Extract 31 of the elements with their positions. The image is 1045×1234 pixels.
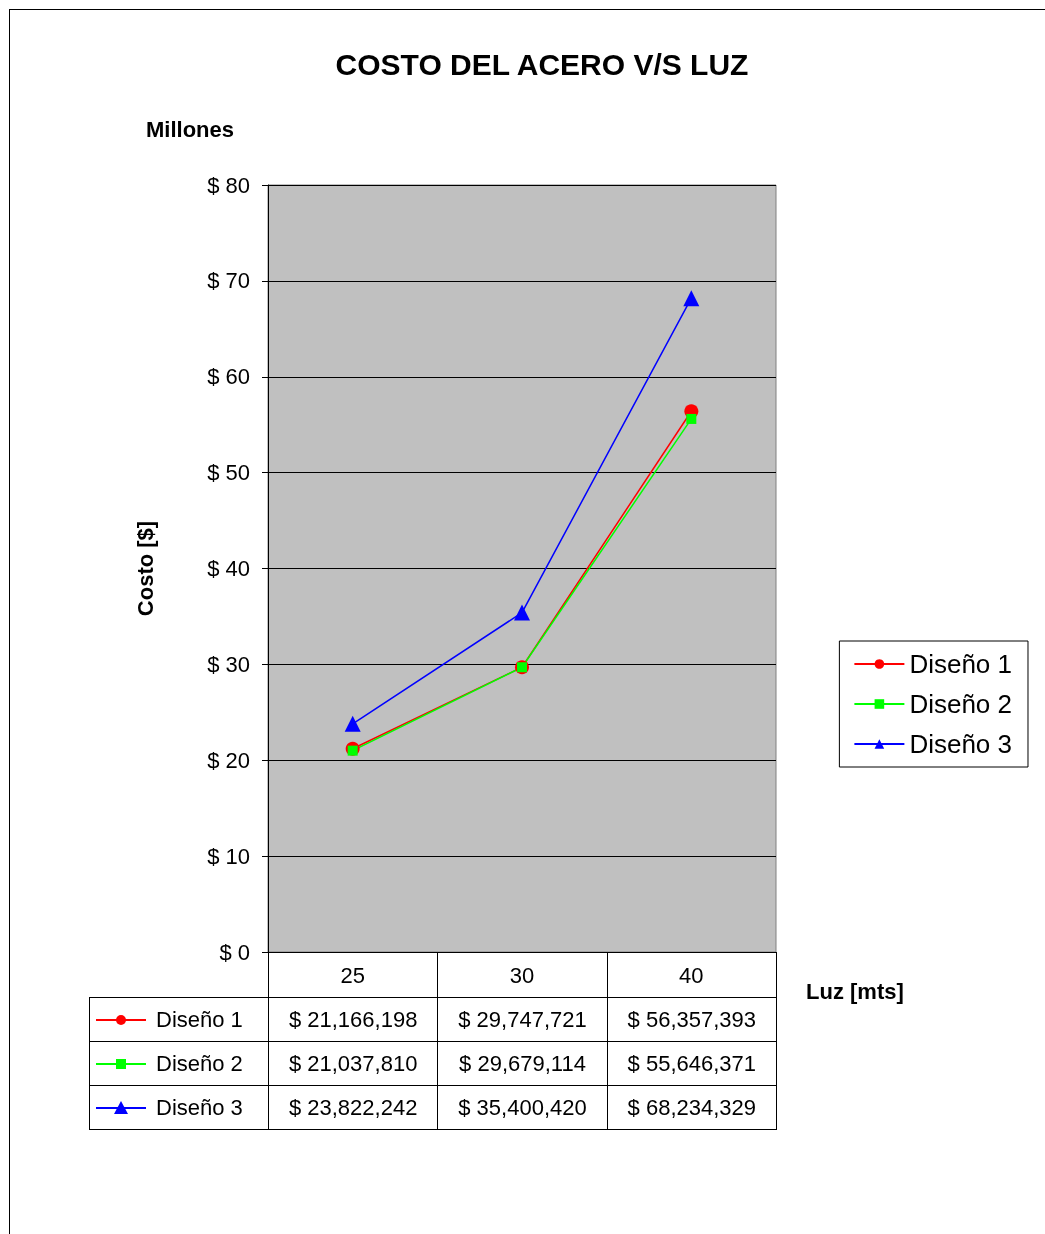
text: Diseño 3	[156, 1094, 243, 1120]
legend-label: Diseño 2	[909, 689, 1013, 719]
legend-label: Diseño 3	[909, 729, 1013, 759]
chart-title: COSTO DEL ACERO V/S LUZ	[335, 47, 749, 81]
y-tick-label: $ 10	[207, 843, 250, 869]
text: $ 55,646,371	[606, 1041, 777, 1086]
text: $ 68,234,329	[606, 1085, 777, 1130]
y-tick-label: $ 60	[207, 364, 250, 390]
text: $ 29,679,114	[437, 1041, 608, 1086]
text: $ 35,400,420	[437, 1085, 608, 1130]
text: $ 21,166,198	[268, 997, 439, 1042]
text: $ 23,822,242	[268, 1085, 439, 1130]
text: Millones	[146, 117, 235, 143]
text: $ 29,747,721	[437, 997, 608, 1042]
x-tick-label: 30	[509, 962, 535, 988]
text: Diseño 1	[156, 1006, 243, 1032]
y-tick-label: $ 40	[207, 556, 250, 581]
y-tick-label: $ 0	[219, 939, 250, 965]
y-tick-label: $ 20	[207, 747, 250, 773]
text: Diseño 2	[156, 1050, 243, 1076]
y-tick-label: $ 70	[207, 268, 250, 294]
text: $ 21,037,810	[268, 1041, 439, 1086]
y-tick-label: $ 30	[207, 651, 250, 677]
x-tick-label: 25	[340, 962, 365, 988]
y-axis-title: Costo [$]	[132, 520, 158, 617]
y-tick-label: $ 50	[207, 460, 250, 486]
y-tick-label: $ 80	[207, 172, 250, 198]
text: $ 56,357,393	[606, 997, 777, 1042]
legend-label: Diseño 1	[909, 649, 1013, 679]
x-axis-title: Luz [mts]	[806, 978, 904, 1004]
x-tick-label: 40	[679, 962, 704, 988]
